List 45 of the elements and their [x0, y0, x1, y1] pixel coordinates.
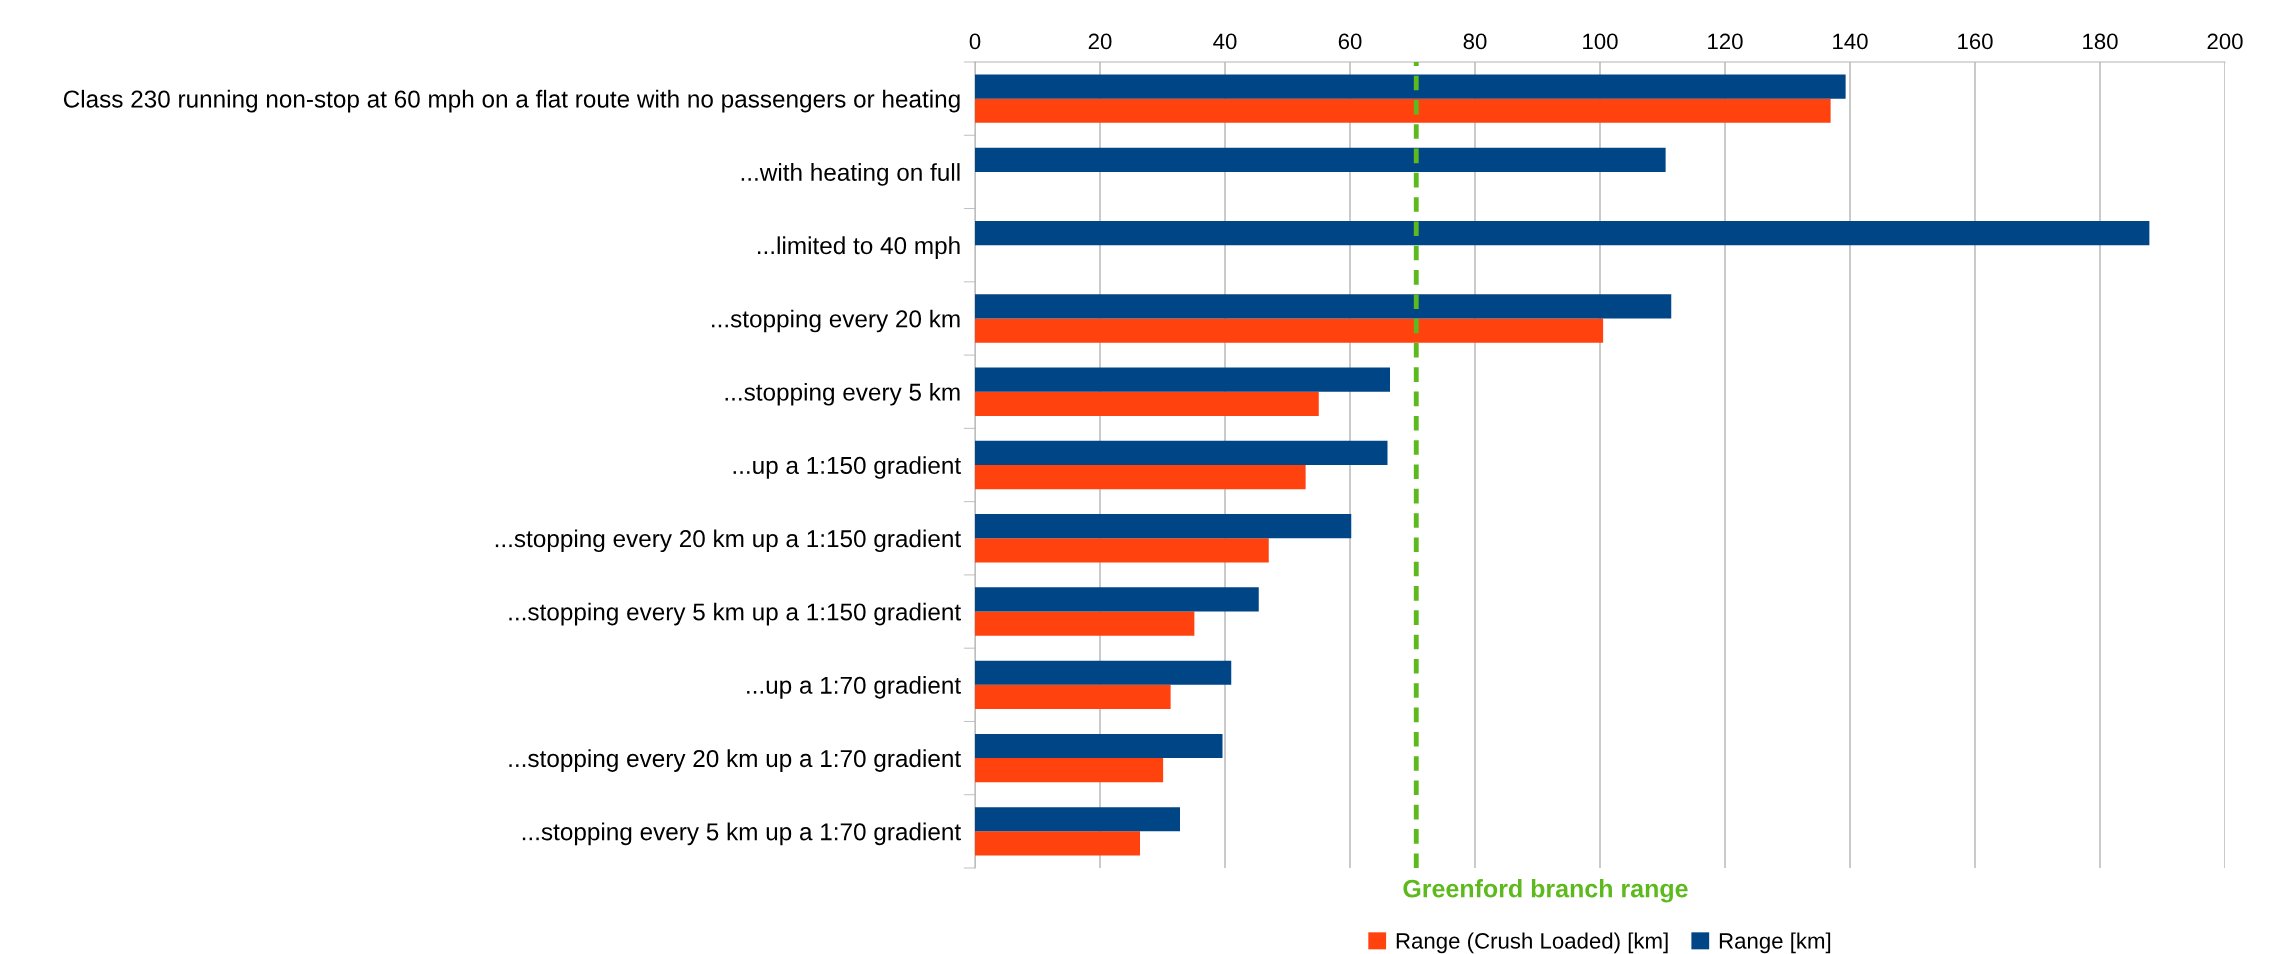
bar: [975, 807, 1180, 832]
y-tick-label: ...stopping every 5 km up a 1:150 gradient: [509, 602, 961, 626]
y-tick-label: Class 230 running non-stop at 60 mph on a flat route with no passengers or heating: [63, 89, 960, 113]
y-tick-label: ...limited to 40 mph: [758, 236, 960, 260]
bar: [975, 514, 1352, 539]
x-tick-label: 140: [1833, 33, 1868, 50]
bar: [975, 465, 1306, 490]
bar: [975, 74, 1846, 99]
bar: [975, 391, 1319, 416]
bar: [975, 221, 2150, 246]
x-tick-label: 180: [2083, 33, 2118, 50]
x-tick-label: 40: [1213, 33, 1237, 50]
y-tick-label: ...up a 1:150 gradient: [733, 456, 961, 479]
bar: [975, 440, 1388, 465]
y-tick-label: ...with heating on full: [741, 163, 960, 186]
bar: [975, 733, 1223, 759]
y-tick-label: ...stopping every 20 km up a 1:70 gradient: [509, 749, 961, 772]
x-tick-label: 60: [1338, 33, 1362, 50]
x-tick-label: 0: [969, 33, 981, 50]
x-tick-label: 80: [1463, 33, 1487, 50]
bar: [975, 147, 1666, 172]
x-tick-label: 120: [1708, 33, 1743, 50]
legend-label: Range [km]: [1719, 932, 1831, 954]
x-tick-label: 20: [1088, 33, 1112, 50]
y-tick-label: ...stopping every 5 km up a 1:70 gradient: [522, 822, 961, 846]
bar: [975, 318, 1604, 343]
y-tick-label: ...up a 1:70 gradient: [747, 676, 961, 699]
y-tick-label: ...stopping every 20 km up a 1:150 gradient: [495, 529, 961, 553]
bar: [975, 660, 1232, 685]
x-tick-label: 200: [2207, 33, 2243, 50]
bar: [975, 294, 1672, 319]
legend-label: Range (Crush Loaded) [km]: [1396, 932, 1668, 954]
bar: [975, 684, 1171, 709]
bar: [975, 98, 1831, 123]
x-tick-label: 160: [1958, 33, 1993, 50]
bar: [975, 831, 1140, 856]
x-tick-label: 100: [1583, 33, 1618, 50]
bar: [975, 367, 1390, 392]
bar: [975, 758, 1164, 783]
bar: [975, 538, 1269, 563]
y-tick-label: ...stopping every 20 km: [712, 309, 960, 333]
bar: [975, 587, 1259, 612]
bar: [975, 611, 1195, 636]
y-tick-label: ...stopping every 5 km: [725, 382, 960, 406]
ref-line-label: Greenford branch range: [1403, 879, 1688, 903]
